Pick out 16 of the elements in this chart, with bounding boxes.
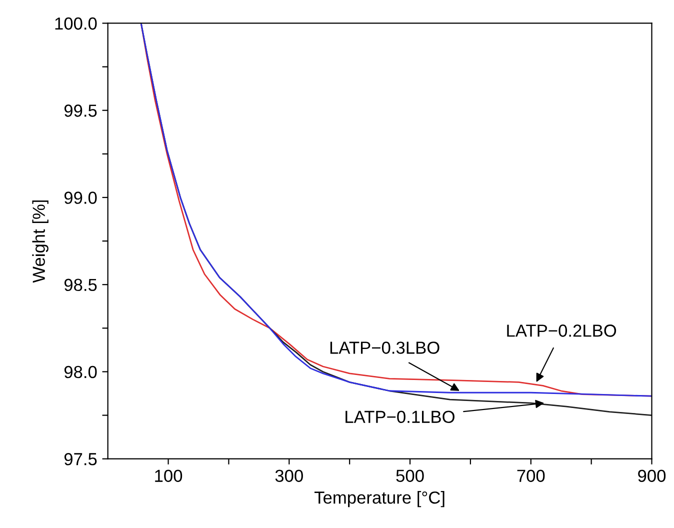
x-axis-title: Temperature [°C] xyxy=(314,490,444,508)
annotation: LATP−0.3LBO xyxy=(330,342,440,354)
y-tick-label: 97.5 xyxy=(64,453,97,466)
annotation: LATP−0.2LBO xyxy=(507,324,616,337)
x-tick-label: 900 xyxy=(638,470,666,482)
annotation: LATP−0.1LBO xyxy=(346,410,454,424)
y-tick-label: 99.5 xyxy=(64,104,97,117)
text: 100.0 xyxy=(55,17,97,30)
x-tick-label: 700 xyxy=(517,470,545,482)
text: 99.0 xyxy=(64,192,97,204)
x-tick-label: 100 xyxy=(155,470,182,482)
x-tick-label: 500 xyxy=(396,470,424,482)
x-tick-label: 300 xyxy=(275,470,303,482)
text: 98.0 xyxy=(64,366,97,378)
y-axis-title: Weight [%] xyxy=(32,200,48,283)
y-tick-label: 98.5 xyxy=(64,278,97,292)
